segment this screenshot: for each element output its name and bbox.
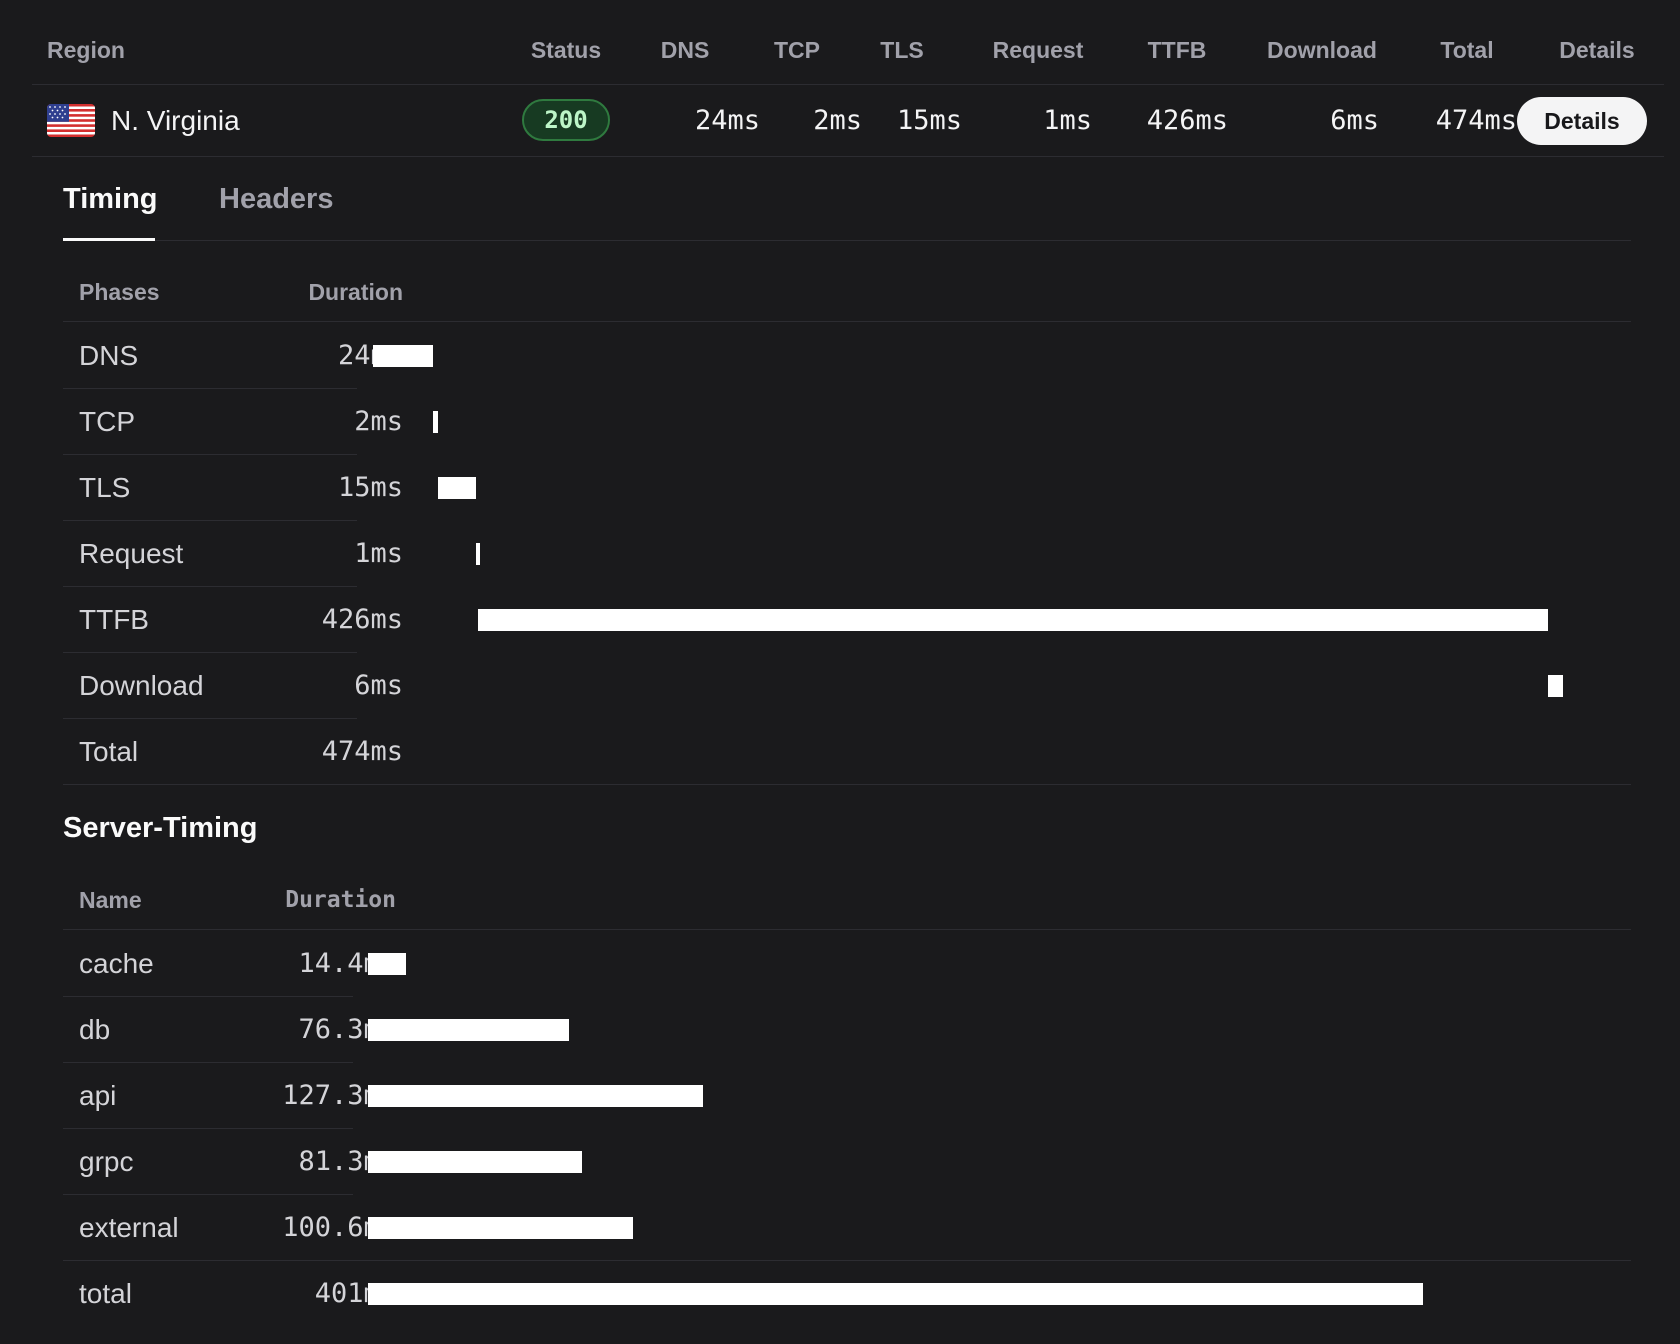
phase-name: TLS [79,472,131,503]
phase-duration: 426ms [321,604,403,635]
server-timing-table-header: Name Duration [63,871,1631,930]
row-divider [63,1194,353,1195]
server-timing-title: Server-Timing [63,812,258,844]
server-timing-name: grpc [79,1146,134,1177]
phase-name: Download [79,670,204,701]
row-divider [63,784,1631,785]
request-value: 1ms [1043,105,1092,136]
server-timing-name: total [79,1278,132,1309]
phase-bar [475,543,480,565]
region-result-row[interactable]: N. Virginia 200 24ms 2ms 15ms 1ms 426ms … [32,86,1664,157]
status-header: Status [530,37,602,63]
server-timing-row: grpc 81.3ms [63,1129,1631,1195]
phase-name: Total [79,736,139,767]
phase-bar [1547,675,1563,697]
phase-name: TCP [79,406,135,437]
details-tabs: Timing Headers [63,158,1631,241]
server-timing-row: db 76.3ms [63,997,1631,1063]
server-timing-bar [368,953,406,975]
total-value: 474ms [1435,105,1517,136]
phase-row: DNS 24ms [63,323,1631,389]
phase-row: Request 1ms [63,521,1631,587]
us-flag-icon [47,104,95,137]
server-timing-bar [368,1019,569,1041]
region-header: Region [47,37,125,63]
region-name: N. Virginia [111,105,240,136]
phase-bar [373,345,434,367]
row-divider [63,1260,1631,1261]
row-divider [63,652,357,653]
phase-name: Request [79,538,184,569]
dns-value: 24ms [694,105,760,136]
server-timing-name: api [79,1080,117,1111]
server-timing-name-header: Name [79,887,142,913]
phase-name: DNS [79,340,139,371]
server-timing-duration-header: Duration [285,887,396,913]
server-timing-bar [368,1151,582,1173]
server-timing-row: external 100.6ms [63,1195,1631,1261]
row-divider [63,718,357,719]
phase-duration: 6ms [354,670,403,701]
server-timing-bar [368,1217,633,1239]
server-timing-name: cache [79,948,154,979]
status-badge: 200 [522,99,610,141]
tab-timing[interactable]: Timing [63,158,158,241]
row-divider [63,520,357,521]
download-value: 6ms [1330,105,1379,136]
phase-duration-header: Duration [308,279,403,305]
phase-bar [438,477,476,499]
server-timing-name: db [79,1014,111,1045]
results-table-header: Region Status DNS TCP TLS Request TTFB D… [32,22,1664,85]
row-divider [63,586,357,587]
server-timing-row: cache 14.4ms [63,931,1631,997]
row-divider [63,1062,353,1063]
server-timing-bar [368,1085,703,1107]
phase-bar [478,609,1548,631]
phase-duration: 2ms [354,406,403,437]
phase-duration: 15ms [337,472,403,503]
phase-row: TTFB 426ms [63,587,1631,653]
phases-table-header: Phases Duration [63,263,1631,322]
phase-duration: 1ms [354,538,403,569]
server-timing-row: total 401ms [63,1261,1631,1327]
phase-bar [433,411,439,433]
server-timing-name: external [79,1212,179,1243]
total-header: Total [1440,37,1494,63]
tcp-value: 2ms [813,105,862,136]
phase-row: Download 6ms [63,653,1631,719]
phase-row: TLS 15ms [63,455,1631,521]
dns-header: DNS [660,37,710,63]
server-timing-row: api 127.3ms [63,1063,1631,1129]
server-timing-bar [368,1283,1423,1305]
row-divider [63,454,357,455]
row-divider [63,388,357,389]
details-header: Details [1559,37,1635,63]
row-divider [63,1128,353,1129]
tls-value: 15ms [896,105,962,136]
request-header: Request [992,37,1084,63]
details-button[interactable]: Details [1517,97,1647,145]
phases-header: Phases [79,279,160,305]
phase-duration: 474ms [321,736,403,767]
tls-header: TLS [880,37,924,63]
ttfb-value: 426ms [1146,105,1228,136]
phase-row: Total 474ms [63,719,1631,785]
phase-name: TTFB [79,604,149,635]
ttfb-header: TTFB [1147,37,1207,63]
tab-headers[interactable]: Headers [219,183,334,215]
phase-row: TCP 2ms [63,389,1631,455]
row-divider [63,996,353,997]
tcp-header: TCP [774,37,820,63]
download-header: Download [1267,37,1377,63]
